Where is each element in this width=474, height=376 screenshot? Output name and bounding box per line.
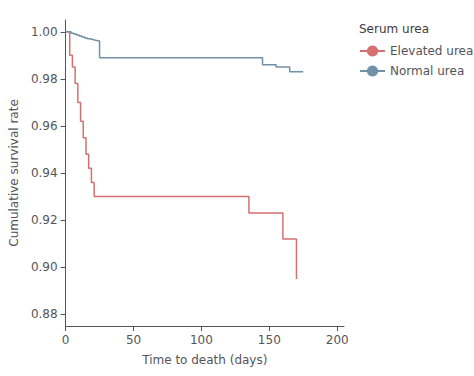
svg-text:0.92: 0.92 — [31, 213, 58, 227]
svg-text:Cumulative survival rate: Cumulative survival rate — [7, 99, 21, 247]
svg-text:0: 0 — [62, 333, 70, 347]
svg-text:Normal urea: Normal urea — [390, 64, 464, 78]
svg-text:150: 150 — [258, 333, 281, 347]
svg-text:100: 100 — [190, 333, 213, 347]
svg-text:Time to death (days): Time to death (days) — [141, 353, 267, 367]
svg-text:200: 200 — [326, 333, 349, 347]
svg-text:0.88: 0.88 — [31, 307, 58, 321]
svg-text:50: 50 — [126, 333, 141, 347]
svg-text:Elevated urea: Elevated urea — [390, 44, 473, 58]
svg-text:1.00: 1.00 — [31, 25, 58, 39]
svg-text:0.98: 0.98 — [31, 72, 58, 86]
svg-text:0.94: 0.94 — [31, 166, 58, 180]
svg-text:0.96: 0.96 — [31, 119, 58, 133]
svg-text:0.90: 0.90 — [31, 260, 58, 274]
svg-text:Serum urea: Serum urea — [359, 22, 429, 36]
